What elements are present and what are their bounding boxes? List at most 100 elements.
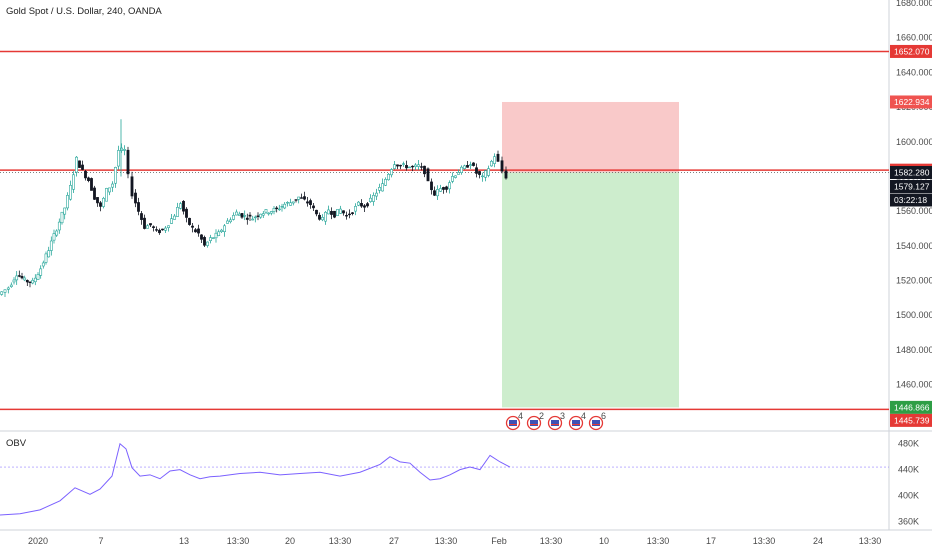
time-tick-label: 13:30 [329,536,352,546]
candle-body [182,200,185,212]
candle-body [237,213,241,216]
candle-body [55,230,59,236]
flag-canton [551,420,559,426]
time-tick-label: 13 [179,536,189,546]
price-label-0-bg [890,95,932,109]
candle-body [90,178,93,191]
chart-title: Gold Spot / U.S. Dollar, 240, OANDA [6,6,162,17]
candle-body [161,228,164,231]
candle-body [81,164,84,170]
candle-body [348,213,351,216]
candle-body [179,203,182,209]
candle-body [164,227,167,231]
time-tick-label: 20 [285,536,295,546]
event-marker-flag-icon[interactable]: 4 [505,411,524,431]
event-marker-flag-icon[interactable]: 2 [526,411,545,431]
time-tick-label: 13:30 [227,536,250,546]
candle-body [173,215,176,220]
price-tick-label: 1540.000 [896,241,932,251]
candle-body [20,276,24,279]
candle-body [269,211,273,214]
candle-body [448,182,451,190]
candle-body [111,183,114,188]
event-marker-flag-icon[interactable]: 4 [568,411,587,431]
price-tick-label: 1640.000 [896,67,932,77]
candle-body [126,149,130,175]
event-count: 6 [601,411,606,421]
candle-body [390,169,393,176]
position-zones [502,101,679,408]
candle-body [366,203,369,207]
price-tick-label: 1680.000 [896,0,932,8]
obv-tick-label: 360K [898,517,919,527]
price-tick-label: 1600.000 [896,137,932,147]
candle-body [481,175,484,178]
candle-body [277,208,281,211]
time-tick-label: 13:30 [647,536,670,546]
candle-body [475,167,478,174]
time-tick-label: 7 [98,536,103,546]
obv-tick-label: 440K [898,465,919,475]
candle-body [226,220,229,224]
candle-body [309,200,312,205]
candle-body [87,177,90,181]
candle-body [303,196,306,200]
candle-body [493,156,496,164]
candle-body [176,207,179,217]
candle-body [114,167,117,184]
candle-body [378,187,381,191]
candle-body [291,201,295,204]
event-marker-flag-icon[interactable]: 3 [547,411,566,431]
candle-body [399,164,402,167]
candle-body [384,179,387,186]
event-markers[interactable]: 4 2 3 4 6 [505,411,607,431]
candle-body [256,215,260,217]
candle-body [445,186,448,190]
candle-body [402,163,405,165]
horizontal-lines [0,50,889,411]
candle-body [251,218,255,221]
candle-body [280,205,284,208]
candle-body [496,153,500,162]
price-label-current-bg [890,179,932,193]
candle-body [442,187,445,190]
time-tick-label: 13:30 [540,536,563,546]
candle-body [117,150,120,167]
candle-body [439,188,442,192]
candle-body [0,291,4,295]
candle-body [484,170,487,178]
candle-body [3,289,7,293]
candle-body [318,214,321,220]
time-axis-ticks: 2020 7 13 13:30 20 13:30 27 13:30 Feb 13:30 10 13:3… [28,536,881,546]
candle-body [214,232,218,239]
candle-body [272,208,276,212]
candle-body [306,201,309,204]
candle-body [75,156,78,173]
candle-body [414,164,417,167]
candle-body [454,175,457,178]
time-tick-label: 2020 [28,536,48,546]
countdown-bg [890,193,932,207]
candle-body [108,187,111,193]
candle-body [49,240,53,251]
price-label-3: 1446.866 [894,402,930,412]
candle-body [203,237,206,246]
obv-tick-label: 400K [898,491,919,501]
time-tick-label: 13:30 [753,536,776,546]
candle-body [261,213,265,216]
candle-body [321,217,324,221]
time-tick-label: 27 [389,536,399,546]
candle-body [130,176,134,197]
candle-body [217,231,221,236]
candle-body [209,237,212,241]
obv-axis-ticks: 360K 400K 440K 480K [898,439,919,527]
price-label-0: 1622.934 [894,97,930,107]
candle-body [52,233,56,241]
candle-body [426,168,430,182]
candle-body [25,279,29,283]
candle-body [39,268,43,276]
price-tick-label: 1480.000 [896,345,932,355]
event-marker-flag-icon[interactable]: 6 [588,411,607,431]
